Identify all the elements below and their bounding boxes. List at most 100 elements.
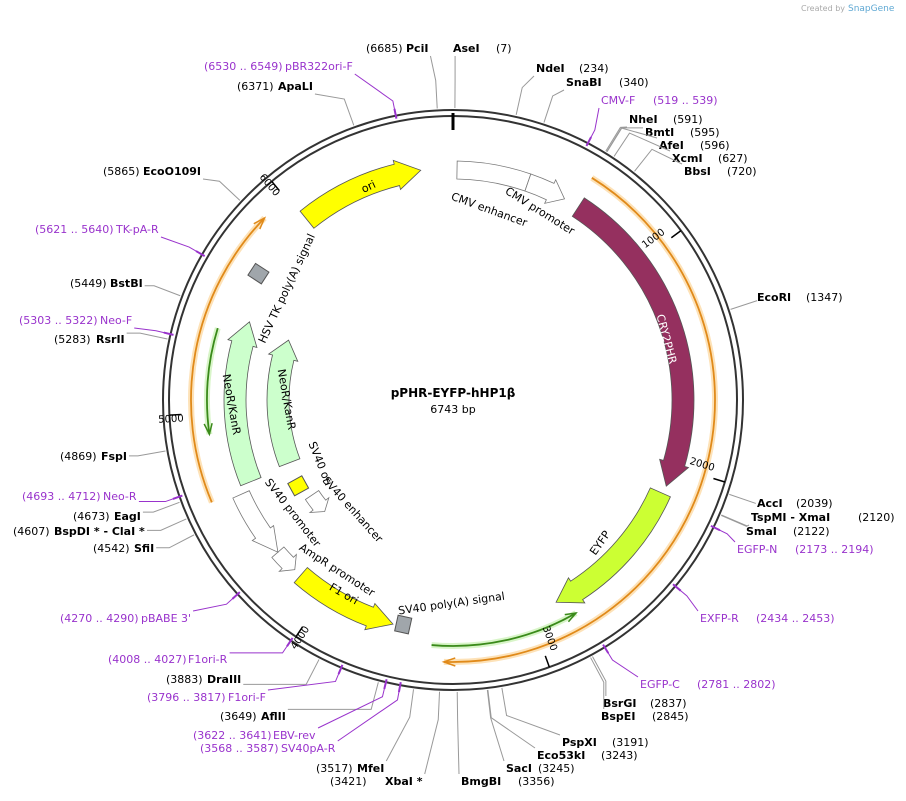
primer-position: (3622 .. 3641)	[193, 729, 272, 742]
site: XbaI * (3421)	[330, 775, 423, 788]
site-name: BmgBI	[461, 775, 501, 788]
site-position: (7)	[496, 42, 512, 55]
site-name: TspMI - XmaI	[751, 511, 830, 524]
site-leader	[729, 493, 756, 504]
site-position: (6371)	[237, 80, 274, 93]
site-position: (5865)	[103, 165, 140, 178]
site-name: FspI	[101, 450, 127, 463]
site-position: (2122)	[793, 525, 830, 538]
site-position: (4607)	[13, 525, 50, 538]
site-name: NdeI	[536, 62, 565, 75]
primer-mark	[163, 331, 174, 336]
site-leader	[456, 691, 460, 775]
primer-position: (6530 .. 6549)	[204, 60, 283, 73]
primer-mark	[672, 583, 682, 592]
feature-f1-ori	[293, 566, 394, 631]
primer-position: (3796 .. 3817)	[147, 691, 226, 704]
scale-label: 5000	[158, 413, 184, 425]
site-name: SfiI	[134, 542, 154, 555]
primer: pBR322ori-F(6530 .. 6549)	[204, 60, 353, 73]
site-name: PspXI	[562, 736, 597, 749]
green-arc-head	[564, 612, 578, 623]
primer-leader	[229, 641, 291, 654]
feature-cry2phr	[571, 197, 695, 487]
site-leader	[634, 148, 683, 172]
primer: SV40pA-R(3568 .. 3587)	[200, 742, 336, 755]
site: EcoRI (1347)	[757, 291, 843, 304]
primer-name: pBR322ori-F	[285, 60, 353, 73]
primer-position: (4270 .. 4290)	[60, 612, 139, 625]
primer: TK-pA-R(5621 .. 5640)	[35, 223, 159, 236]
site-position: (3191)	[612, 736, 649, 749]
site-leader	[605, 126, 628, 152]
primer-leader	[192, 595, 237, 612]
site-name: XbaI *	[385, 775, 423, 788]
site: EcoO109I(5865)	[103, 165, 201, 178]
site-name: BbsI	[684, 165, 711, 178]
site-leader	[592, 656, 607, 696]
site-leader	[515, 75, 535, 116]
site-leader	[721, 514, 750, 527]
primer-name: Neo-F	[100, 314, 132, 327]
site-name: EcoRI	[757, 291, 791, 304]
site: PspXI (3191)	[562, 736, 649, 749]
primer-mark	[195, 250, 206, 257]
scale-tick	[713, 477, 726, 483]
feature-eyfp	[555, 487, 671, 604]
primer-leader	[588, 107, 600, 142]
primer: CMV-F (519 .. 539)	[601, 94, 718, 107]
primer-name: EXFP-R	[700, 612, 739, 625]
site: NdeI (234)	[536, 62, 609, 75]
primer: Neo-F(5303 .. 5322)	[19, 314, 132, 327]
primer: F1ori-F(3796 .. 3817)	[147, 691, 266, 704]
site: SfiI (4542)	[93, 542, 154, 555]
primer-name: EGFP-C	[640, 678, 680, 691]
scale-tick	[670, 230, 682, 239]
site-name: RsrII	[96, 333, 125, 346]
site: BspDI * - ClaI * (4607)	[13, 525, 145, 538]
site-position: (4673)	[73, 510, 110, 523]
site-leader	[287, 682, 379, 710]
site: MfeI (3517)	[316, 762, 384, 775]
site-position: (2120)	[858, 511, 895, 524]
primer-mark	[710, 524, 721, 532]
site-name: AccI	[757, 497, 783, 510]
primer-leader	[160, 236, 201, 255]
site-position: (3421)	[330, 775, 367, 788]
site: BspEI (2845)	[601, 710, 689, 723]
primer: EGFP-N (2173 .. 2194)	[737, 543, 874, 556]
orange-arc-head	[441, 657, 456, 667]
site-leader	[314, 93, 355, 126]
site-name: SnaBI	[566, 76, 602, 89]
site: BmgBI (3356)	[461, 775, 555, 788]
site-name: BstBI	[110, 277, 143, 290]
feature-sv40-polya	[394, 614, 413, 635]
site-name: BspEI	[601, 710, 635, 723]
site-name: BsrGI	[603, 697, 636, 710]
primer: EXFP-R (2434 .. 2453)	[700, 612, 835, 625]
brand: SnapGene	[848, 4, 895, 14]
feature-label: HSV TK poly(A) signal	[256, 232, 318, 345]
primer: EBV-rev(3622 .. 3641)	[193, 729, 316, 742]
site: Eco53kI (3243)	[537, 749, 638, 762]
feature-hsv-tk	[247, 262, 270, 285]
feature-neor-inner	[266, 339, 301, 468]
site-leader	[144, 285, 181, 297]
primer-name: TK-pA-R	[115, 223, 159, 236]
primer-name: EGFP-N	[737, 543, 777, 556]
site: BstBI(5449)	[70, 277, 143, 290]
primer-mark	[172, 494, 183, 500]
primer: F1ori-R(4008 .. 4027)	[108, 653, 228, 666]
site: AfeI (596)	[659, 139, 730, 152]
site-name: SmaI	[746, 525, 777, 538]
site-position: (2039)	[796, 497, 833, 510]
green-glow	[204, 327, 221, 435]
feature-ampr-promoter	[271, 546, 297, 572]
site-position: (3649)	[220, 710, 257, 723]
site: BsrGI (2837)	[603, 697, 687, 710]
site-position: (1347)	[806, 291, 843, 304]
site: SnaBI (340)	[566, 76, 649, 89]
site: TspMI - XmaI (2120)	[751, 511, 895, 524]
site-position: (4542)	[93, 542, 130, 555]
site: AccI (2039)	[757, 497, 833, 510]
